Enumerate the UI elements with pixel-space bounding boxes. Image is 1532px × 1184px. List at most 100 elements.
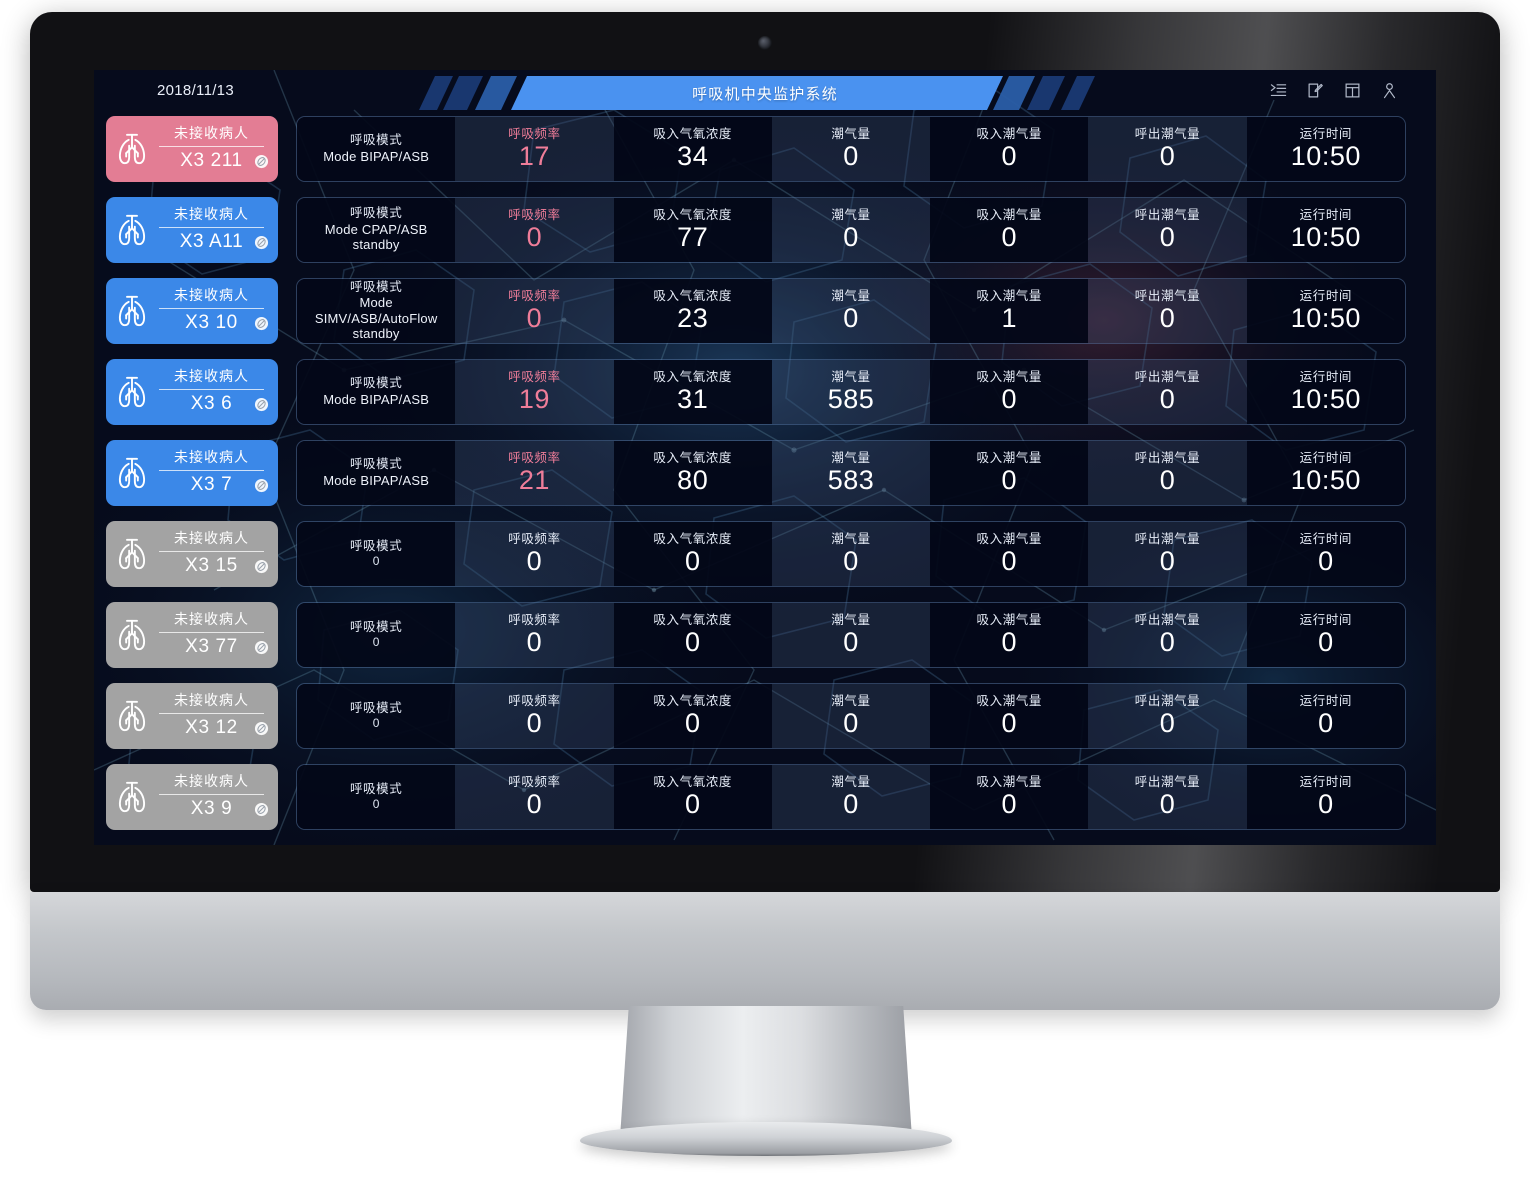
- metric-cell-fio2[interactable]: 吸入气氧浓度 80: [613, 441, 772, 505]
- metric-label-mode: 呼吸模式: [349, 133, 403, 148]
- patient-card-text: 未接收病人 X3 211: [155, 125, 270, 172]
- metric-cell-mode[interactable]: 呼吸模式 0: [297, 765, 456, 829]
- metric-cell-vte[interactable]: 呼出潮气量 0: [1088, 603, 1247, 667]
- list-indent-icon[interactable]: [1270, 82, 1287, 99]
- metric-value-runtime: 0: [1318, 789, 1334, 820]
- metric-label-rate: 呼吸频率: [508, 207, 561, 222]
- patient-card-x3-6[interactable]: 未接收病人 X3 6: [106, 359, 278, 425]
- metric-cell-mode[interactable]: 呼吸模式 Mode SIMV/ASB/AutoFlow standby: [297, 279, 456, 343]
- metric-cell-vte[interactable]: 呼出潮气量 0: [1088, 279, 1247, 343]
- metric-cell-mode[interactable]: 呼吸模式 Mode BIPAP/ASB: [297, 360, 456, 424]
- metric-value-vte: 0: [1159, 141, 1176, 172]
- metric-cell-runtime[interactable]: 运行时间 0: [1246, 603, 1405, 667]
- metric-cell-vt[interactable]: 潮气量 0: [771, 198, 931, 262]
- metric-cell-runtime[interactable]: 运行时间 10:50: [1246, 441, 1405, 505]
- metric-cell-vt[interactable]: 潮气量 585: [771, 360, 931, 424]
- edit-note-icon[interactable]: [1307, 82, 1324, 99]
- patient-card-x3-9[interactable]: 未接收病人 X3 9: [106, 764, 278, 830]
- metric-cell-vti[interactable]: 吸入潮气量 0: [930, 198, 1089, 262]
- metric-cell-rate[interactable]: 呼吸频率 0: [455, 684, 614, 748]
- metric-cell-rate[interactable]: 呼吸频率 0: [455, 603, 614, 667]
- patient-card-x3-77[interactable]: 未接收病人 X3 77: [106, 602, 278, 668]
- metric-cell-vt[interactable]: 潮气量 0: [771, 279, 931, 343]
- metric-cell-vt[interactable]: 潮气量 583: [771, 441, 931, 505]
- metric-cell-vti[interactable]: 吸入潮气量 0: [930, 117, 1089, 181]
- metric-cell-runtime[interactable]: 运行时间 10:50: [1246, 117, 1405, 181]
- metric-cell-vti[interactable]: 吸入潮气量 0: [930, 765, 1089, 829]
- metric-cell-vte[interactable]: 呼出潮气量 0: [1088, 684, 1247, 748]
- metric-cell-vti[interactable]: 吸入潮气量 0: [930, 441, 1089, 505]
- metric-cell-vti[interactable]: 吸入潮气量 0: [930, 360, 1089, 424]
- metric-value-runtime: 10:50: [1290, 303, 1361, 334]
- metric-cell-runtime[interactable]: 运行时间 0: [1246, 522, 1405, 586]
- metric-cell-fio2[interactable]: 吸入气氧浓度 23: [613, 279, 772, 343]
- metric-cell-fio2[interactable]: 吸入气氧浓度 34: [613, 117, 772, 181]
- metric-cell-runtime[interactable]: 运行时间 0: [1246, 765, 1405, 829]
- metric-value-vte: 0: [1159, 627, 1176, 658]
- metric-cell-vti[interactable]: 吸入潮气量 0: [930, 684, 1089, 748]
- metric-cell-rate[interactable]: 呼吸频率 21: [455, 441, 614, 505]
- metric-cell-runtime[interactable]: 运行时间 10:50: [1246, 360, 1405, 424]
- metric-cell-rate[interactable]: 呼吸频率 0: [455, 198, 614, 262]
- metric-cell-runtime[interactable]: 运行时间 0: [1246, 684, 1405, 748]
- metric-cell-vti[interactable]: 吸入潮气量 0: [930, 603, 1089, 667]
- metric-cell-vte[interactable]: 呼出潮气量 0: [1088, 117, 1247, 181]
- lung-icon: [112, 696, 152, 736]
- metric-cell-vti[interactable]: 吸入潮气量 0: [930, 522, 1089, 586]
- metric-cell-fio2[interactable]: 吸入气氧浓度 0: [613, 522, 772, 586]
- patient-card-x3-211[interactable]: 未接收病人 X3 211: [106, 116, 278, 182]
- metric-cell-runtime[interactable]: 运行时间 10:50: [1246, 279, 1405, 343]
- metric-label-fio2: 吸入气氧浓度: [653, 693, 732, 708]
- patient-card-x3-12[interactable]: 未接收病人 X3 12: [106, 683, 278, 749]
- card-divider: [159, 307, 264, 309]
- ventilator-row: 未接收病人 X3 15 呼吸模式 0 呼吸频率 0 吸入气氧浓度 0 潮气量 0 吸入潮气量 0 呼出潮…: [106, 521, 1406, 587]
- top-bar: 2018/11/13: [94, 70, 1436, 118]
- metric-cell-vt[interactable]: 潮气量 0: [771, 765, 931, 829]
- metric-value-rate: 0: [526, 708, 543, 739]
- metric-label-vt: 潮气量: [831, 774, 871, 789]
- disconnected-badge-icon: [254, 478, 269, 493]
- metric-cell-rate[interactable]: 呼吸频率 17: [455, 117, 614, 181]
- user-account-icon[interactable]: [1381, 82, 1398, 99]
- metric-cell-rate[interactable]: 呼吸频率 19: [455, 360, 614, 424]
- metric-cell-vt[interactable]: 潮气量 0: [771, 684, 931, 748]
- metric-cell-mode[interactable]: 呼吸模式 Mode CPAP/ASB standby: [297, 198, 456, 262]
- metric-label-vti: 吸入潮气量: [976, 207, 1043, 222]
- metric-cell-vte[interactable]: 呼出潮气量 0: [1088, 765, 1247, 829]
- metric-cell-mode[interactable]: 呼吸模式 0: [297, 522, 456, 586]
- metric-cell-vte[interactable]: 呼出潮气量 0: [1088, 198, 1247, 262]
- metric-cell-vti[interactable]: 吸入潮气量 1: [930, 279, 1089, 343]
- metric-cell-rate[interactable]: 呼吸频率 0: [455, 522, 614, 586]
- metric-cell-mode[interactable]: 呼吸模式 0: [297, 603, 456, 667]
- metric-cell-runtime[interactable]: 运行时间 10:50: [1246, 198, 1405, 262]
- patient-card-x3-7[interactable]: 未接收病人 X3 7: [106, 440, 278, 506]
- metric-cell-vt[interactable]: 潮气量 0: [771, 522, 931, 586]
- metric-cell-rate[interactable]: 呼吸频率 0: [455, 279, 614, 343]
- layout-panel-icon[interactable]: [1344, 82, 1361, 99]
- metric-cell-mode[interactable]: 呼吸模式 0: [297, 684, 456, 748]
- metric-label-vt: 潮气量: [831, 693, 871, 708]
- metric-value-vti: 0: [1001, 141, 1018, 172]
- metric-cell-fio2[interactable]: 吸入气氧浓度 0: [613, 765, 772, 829]
- metric-label-vt: 潮气量: [831, 207, 871, 222]
- metric-label-vti: 吸入潮气量: [976, 612, 1043, 627]
- metric-cell-vte[interactable]: 呼出潮气量 0: [1088, 522, 1247, 586]
- metric-cell-mode[interactable]: 呼吸模式 Mode BIPAP/ASB: [297, 441, 456, 505]
- patient-card-x3-a11[interactable]: 未接收病人 X3 A11: [106, 197, 278, 263]
- metric-cell-fio2[interactable]: 吸入气氧浓度 0: [613, 684, 772, 748]
- metric-cell-vte[interactable]: 呼出潮气量 0: [1088, 441, 1247, 505]
- metric-cell-vt[interactable]: 潮气量 0: [771, 117, 931, 181]
- patient-card-x3-10[interactable]: 未接收病人 X3 10: [106, 278, 278, 344]
- metric-cell-rate[interactable]: 呼吸频率 0: [455, 765, 614, 829]
- metric-cell-fio2[interactable]: 吸入气氧浓度 0: [613, 603, 772, 667]
- patient-card-x3-15[interactable]: 未接收病人 X3 15: [106, 521, 278, 587]
- metric-cell-mode[interactable]: 呼吸模式 Mode BIPAP/ASB: [297, 117, 456, 181]
- metric-value-rate: 19: [518, 384, 550, 415]
- metric-cell-fio2[interactable]: 吸入气氧浓度 31: [613, 360, 772, 424]
- metric-cell-vt[interactable]: 潮气量 0: [771, 603, 931, 667]
- metrics-strip: 呼吸模式 0 呼吸频率 0 吸入气氧浓度 0 潮气量 0 吸入潮气量 0 呼出潮气量 0 运行时间 0: [296, 521, 1406, 587]
- metric-cell-vte[interactable]: 呼出潮气量 0: [1088, 360, 1247, 424]
- metric-cell-fio2[interactable]: 吸入气氧浓度 77: [613, 198, 772, 262]
- monitor-body: 2018/11/13: [30, 12, 1500, 892]
- metric-label-vti: 吸入潮气量: [976, 531, 1043, 546]
